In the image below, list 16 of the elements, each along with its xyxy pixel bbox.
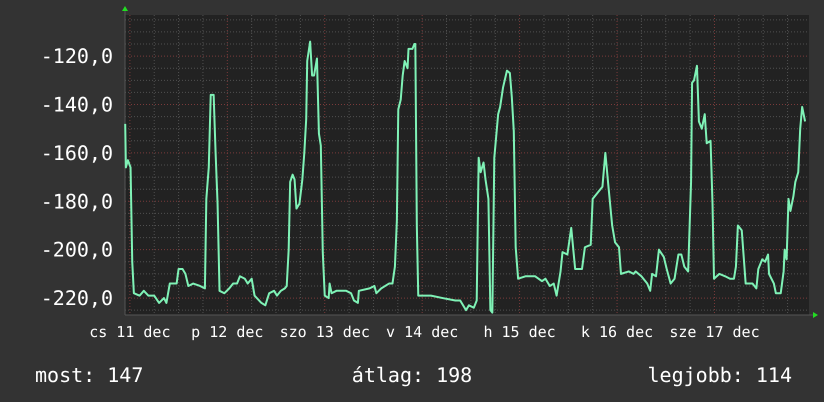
y-tick-label: -220,0 bbox=[40, 286, 113, 310]
x-tick-label: h 15 dec bbox=[483, 323, 556, 341]
text: legjobb: 114 bbox=[648, 363, 792, 387]
text: most: 147 bbox=[35, 363, 144, 387]
y-tick-label: -200,0 bbox=[40, 238, 113, 262]
x-tick-label: sze 17 dec bbox=[669, 323, 760, 341]
y-tick-label: -140,0 bbox=[40, 92, 113, 117]
text: átlag: 198 bbox=[352, 363, 472, 387]
x-tick-label: szo 13 dec bbox=[280, 323, 370, 341]
y-tick-label: -160,0 bbox=[40, 140, 113, 165]
x-tick-label: k 16 dec bbox=[580, 323, 654, 341]
x-tick-label: cs 11 dec bbox=[89, 323, 171, 341]
y-tick-label: -120,0 bbox=[40, 44, 113, 68]
x-tick-label: v 14 dec bbox=[386, 323, 458, 341]
y-tick-label: -180,0 bbox=[40, 189, 113, 214]
x-tick-label: p 12 dec bbox=[191, 323, 264, 341]
